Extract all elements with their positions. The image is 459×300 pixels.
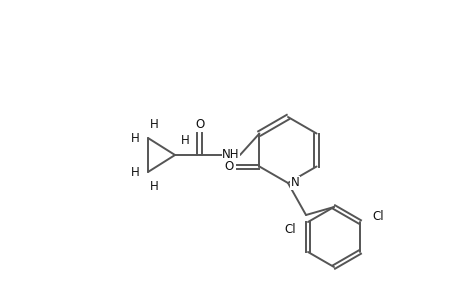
Text: Cl: Cl <box>284 224 295 236</box>
Text: Cl: Cl <box>371 211 383 224</box>
Text: H: H <box>130 167 139 179</box>
Text: N: N <box>290 176 299 190</box>
Text: NH: NH <box>222 148 239 161</box>
Text: H: H <box>149 118 158 130</box>
Text: O: O <box>195 118 204 131</box>
Text: O: O <box>224 160 234 173</box>
Text: H: H <box>130 133 139 146</box>
Text: H: H <box>149 179 158 193</box>
Text: H: H <box>180 134 189 148</box>
